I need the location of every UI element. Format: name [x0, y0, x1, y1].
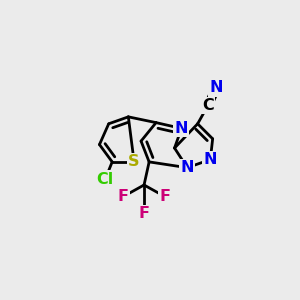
Text: N: N	[181, 160, 194, 175]
Text: S: S	[128, 154, 140, 169]
Text: N: N	[204, 152, 217, 167]
Text: F: F	[118, 189, 129, 204]
Text: C: C	[202, 98, 214, 113]
Text: N: N	[209, 80, 223, 95]
Text: Cl: Cl	[97, 172, 114, 187]
Text: F: F	[159, 189, 170, 204]
Text: F: F	[139, 206, 149, 221]
Text: N: N	[175, 121, 188, 136]
